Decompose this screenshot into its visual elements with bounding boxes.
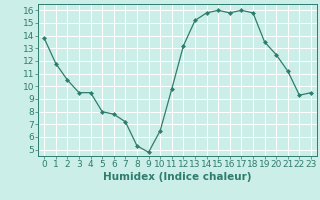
X-axis label: Humidex (Indice chaleur): Humidex (Indice chaleur) — [103, 172, 252, 182]
